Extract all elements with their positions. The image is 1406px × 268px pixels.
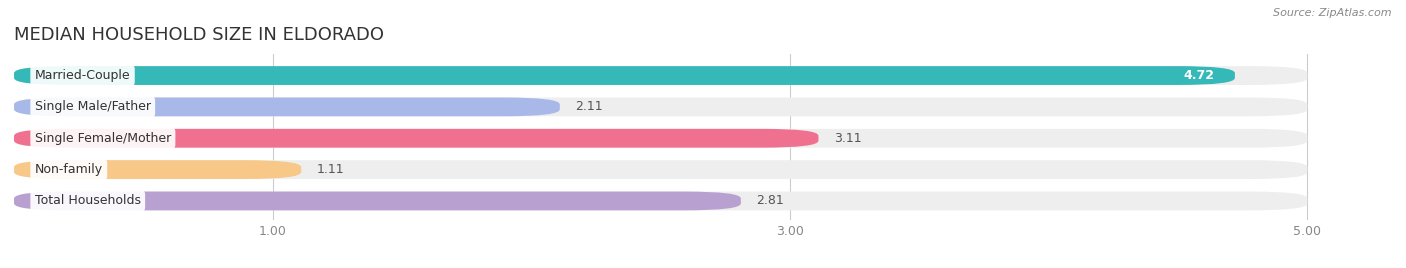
FancyBboxPatch shape (14, 129, 1308, 148)
Text: Total Households: Total Households (35, 195, 141, 207)
Text: 4.72: 4.72 (1184, 69, 1215, 82)
Text: 2.81: 2.81 (756, 195, 785, 207)
FancyBboxPatch shape (14, 66, 1234, 85)
Text: Single Male/Father: Single Male/Father (35, 100, 150, 113)
Text: 3.11: 3.11 (834, 132, 862, 145)
FancyBboxPatch shape (14, 98, 1308, 116)
Text: Source: ZipAtlas.com: Source: ZipAtlas.com (1274, 8, 1392, 18)
Text: Non-family: Non-family (35, 163, 103, 176)
Text: 1.11: 1.11 (316, 163, 344, 176)
FancyBboxPatch shape (14, 129, 818, 148)
Text: Married-Couple: Married-Couple (35, 69, 131, 82)
FancyBboxPatch shape (14, 160, 301, 179)
FancyBboxPatch shape (14, 192, 1308, 210)
FancyBboxPatch shape (14, 98, 560, 116)
Text: Single Female/Mother: Single Female/Mother (35, 132, 172, 145)
Text: 2.11: 2.11 (575, 100, 603, 113)
Text: MEDIAN HOUSEHOLD SIZE IN ELDORADO: MEDIAN HOUSEHOLD SIZE IN ELDORADO (14, 26, 384, 44)
FancyBboxPatch shape (14, 192, 741, 210)
FancyBboxPatch shape (14, 66, 1308, 85)
FancyBboxPatch shape (14, 160, 1308, 179)
